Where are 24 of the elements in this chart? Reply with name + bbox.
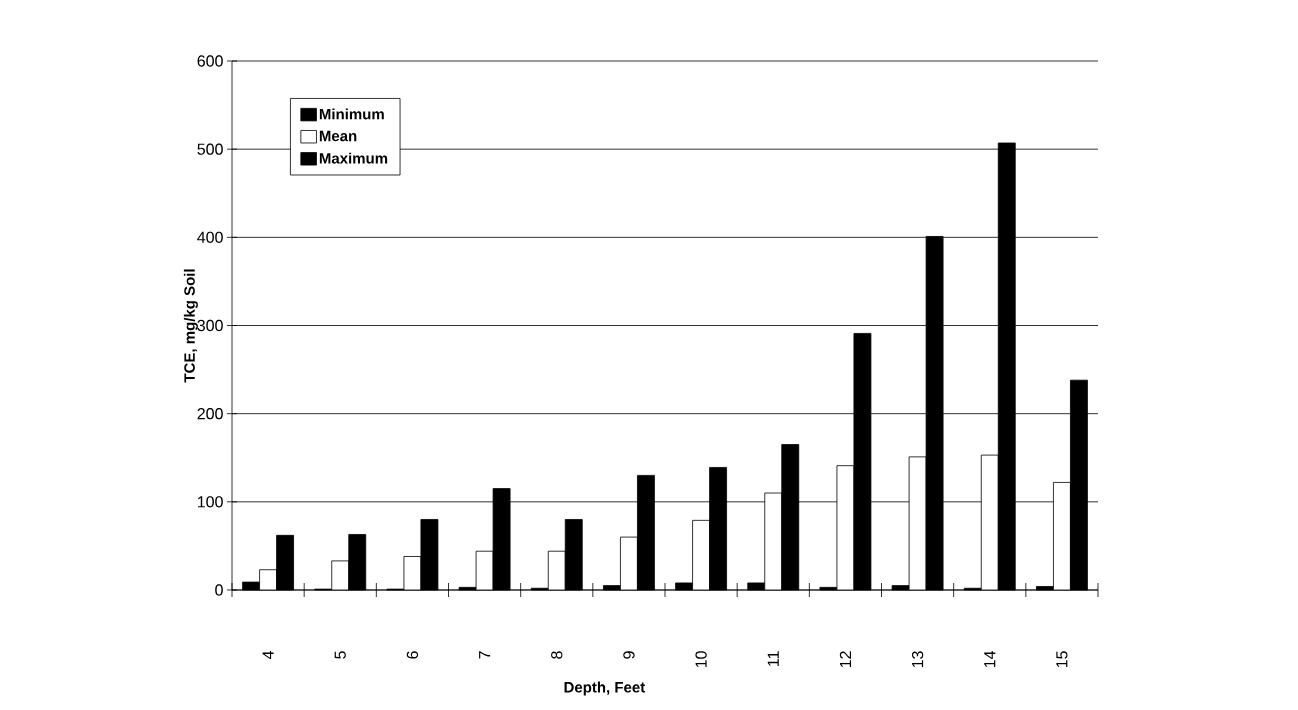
x-tick-label: 9 [623, 651, 635, 659]
y-tick-label: 500 [197, 143, 223, 155]
legend-label: Minimum [319, 108, 384, 120]
x-tick-label: 13 [911, 651, 924, 668]
x-tick-label: 7 [479, 651, 491, 659]
x-tick-label: 8 [551, 651, 563, 659]
y-tick-label: 300 [197, 319, 223, 332]
x-tick-label: 11 [767, 651, 779, 666]
legend-label: Maximum [319, 152, 388, 164]
x-tick-label: 14 [984, 651, 996, 668]
y-axis-title: TCE, mg/kg Soil [183, 269, 198, 383]
y-tick-label: 0 [215, 584, 223, 596]
y-tick-label: 400 [197, 231, 223, 243]
y-tick-label: 600 [197, 55, 223, 67]
x-tick-label: 5 [334, 651, 346, 659]
legend-label: Mean [319, 130, 357, 142]
x-tick-label: 12 [839, 651, 852, 668]
x-axis-title: Depth, Feet [564, 681, 646, 696]
y-tick-label: 100 [198, 496, 223, 508]
x-tick-label: 6 [406, 651, 419, 659]
x-tick-label: 4 [262, 651, 274, 660]
x-tick-label: 10 [695, 651, 707, 668]
y-tick-label: 200 [197, 408, 223, 420]
x-tick-label: 15 [1056, 651, 1068, 668]
